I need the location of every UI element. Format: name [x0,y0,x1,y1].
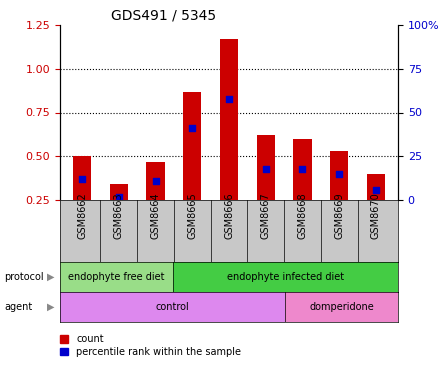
Bar [285,292,398,322]
Bar [367,174,385,200]
Text: agent: agent [4,302,33,312]
Bar [183,92,202,200]
Point [152,178,159,184]
Point [189,125,196,131]
Bar [220,39,238,200]
Bar [172,262,398,292]
Point [78,176,85,182]
Text: endophyte infected diet: endophyte infected diet [227,272,344,282]
Point [372,187,379,193]
Bar [330,151,348,200]
Bar [147,161,165,200]
Legend: count, percentile rank within the sample: count, percentile rank within the sample [60,334,241,357]
Bar [60,292,285,322]
Text: control: control [156,302,190,312]
Point [299,165,306,171]
Text: domperidone: domperidone [309,302,374,312]
Bar [73,156,91,200]
Text: ▶: ▶ [48,302,55,312]
Point [262,165,269,171]
Bar [60,262,172,292]
Point [115,194,122,199]
Point [336,171,343,177]
Bar [257,135,275,200]
Bar [293,139,312,200]
Text: GDS491 / 5345: GDS491 / 5345 [111,8,216,22]
Text: ▶: ▶ [48,272,55,282]
Bar [110,184,128,200]
Point [225,96,232,101]
Text: protocol: protocol [4,272,44,282]
Text: endophyte free diet: endophyte free diet [68,272,165,282]
